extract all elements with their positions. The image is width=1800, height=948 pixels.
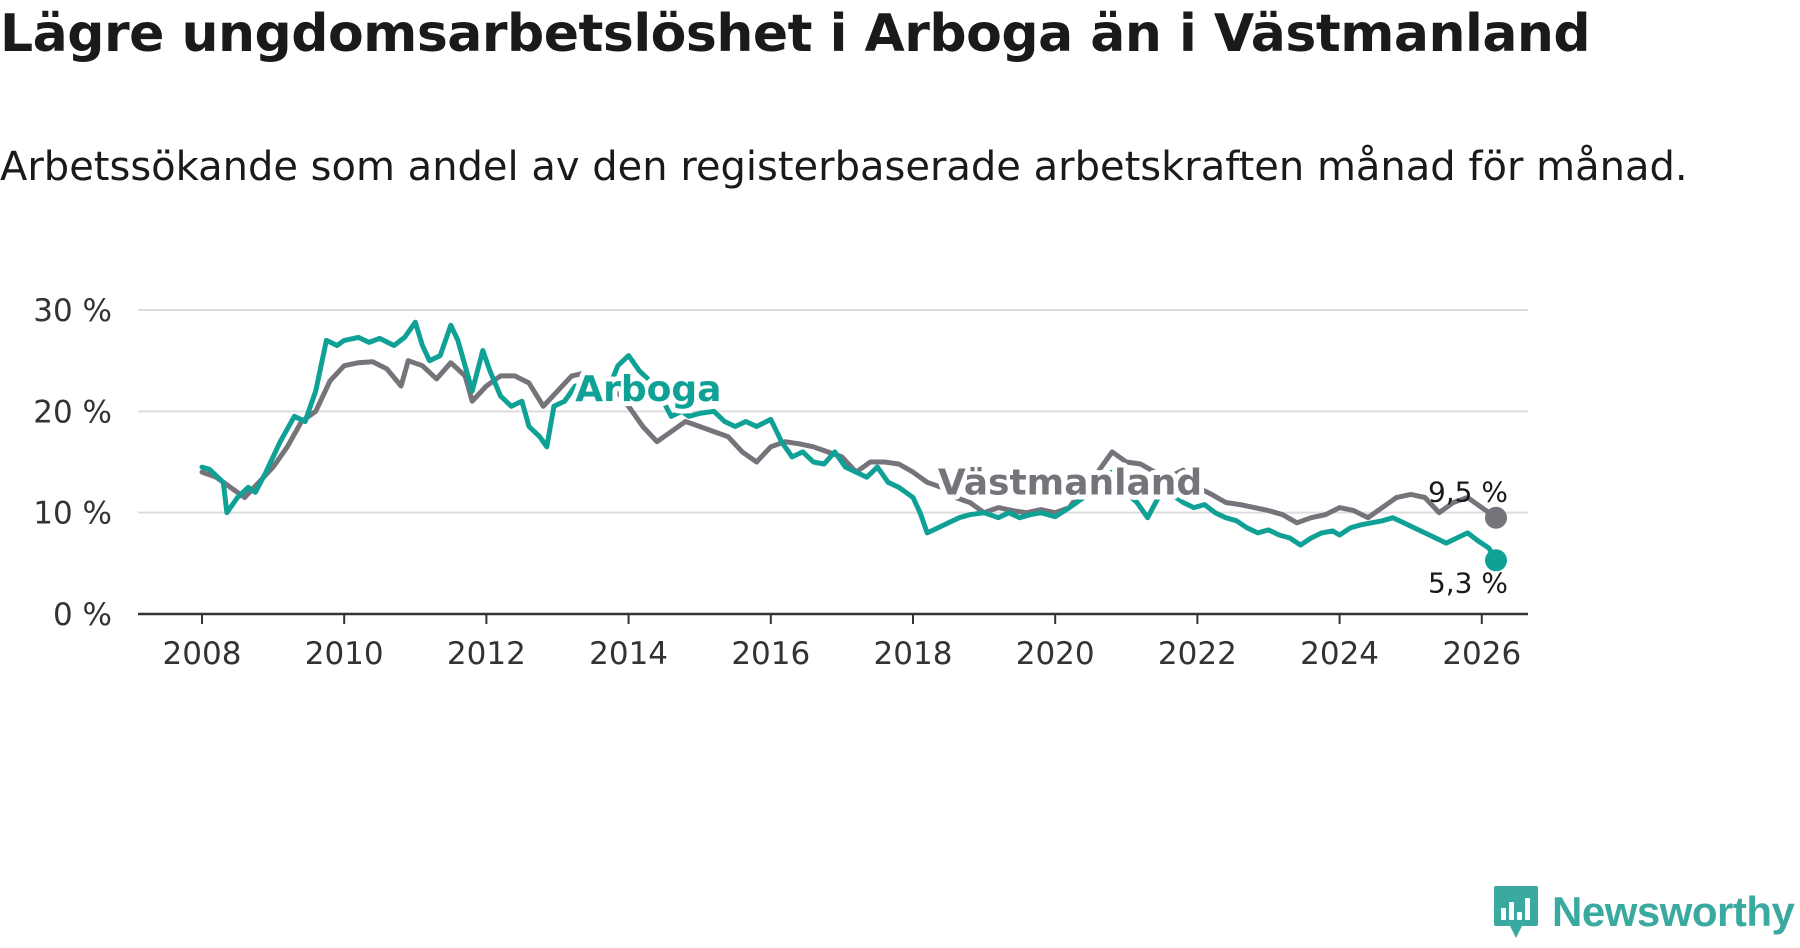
chart-title: Lägre ungdomsarbetslöshet i Arboga än i … (0, 4, 1591, 64)
y-tick-label: 20 % (33, 394, 112, 430)
series-label-arboga-halo: Arboga (575, 369, 721, 410)
x-tick-label: 2008 (163, 636, 242, 672)
series-line-arboga (199, 319, 1499, 563)
x-axis: 2008 2010 2012 2014 2016 2018 2020 2022 2024 2026 (138, 612, 1528, 672)
series-label-arboga: Arboga (575, 369, 721, 410)
series-line-vstmanland (199, 358, 1499, 526)
x-tick-label: 2026 (1442, 636, 1521, 672)
series-label-vastmanland: Västmanland (938, 462, 1202, 503)
y-axis: 0 % 10 % 20 % 30 % (33, 293, 112, 633)
y-tick-label: 10 % (33, 496, 112, 532)
end-value-label-arboga: 5,3 % (1428, 566, 1508, 599)
x-tick-label: 2020 (1016, 636, 1095, 672)
series-lines (199, 319, 1508, 572)
chart-subtitle: Arbetssökande som andel av den registerb… (0, 144, 1688, 190)
x-tick-label: 2014 (589, 636, 668, 672)
brand-name: Newsworthy (1552, 888, 1795, 935)
end-marker (1485, 549, 1508, 572)
series-label-vastmanland-halo: Västmanland (938, 462, 1202, 503)
end-marker (1485, 506, 1508, 529)
x-tick-label: 2016 (731, 636, 810, 672)
brand-logo: Newsworthy (1492, 884, 1795, 940)
gridlines (138, 309, 1528, 514)
y-tick-label: 30 % (33, 293, 112, 329)
x-tick-label: 2012 (447, 636, 526, 672)
x-tick-label: 2010 (305, 636, 384, 672)
x-tick-label: 2018 (874, 636, 953, 672)
y-tick-label: 0 % (53, 597, 112, 633)
x-tick-label: 2024 (1300, 636, 1379, 672)
end-value-label-vastmanland: 9,5 % (1428, 476, 1508, 509)
x-tick-label: 2022 (1158, 636, 1237, 672)
newsworthy-logo-icon (1494, 886, 1538, 938)
